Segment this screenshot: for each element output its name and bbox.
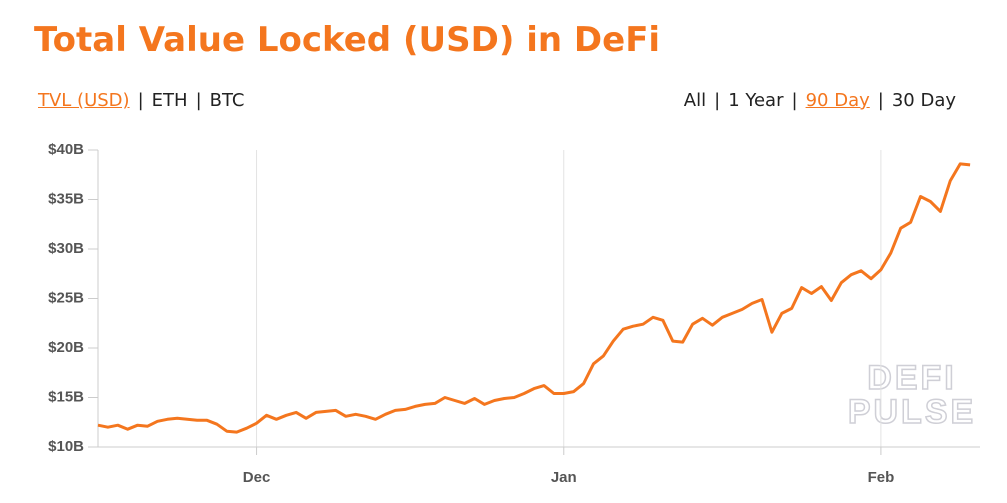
tab[interactable]: 1 Year <box>728 90 784 111</box>
tab[interactable]: All <box>683 90 707 111</box>
separator: | <box>791 90 798 111</box>
tab[interactable]: 30 Day <box>891 90 956 111</box>
separator: | <box>714 90 721 111</box>
page-title: Total Value Locked (USD) in DeFi <box>34 20 661 60</box>
x-tick-label: Feb <box>868 469 895 486</box>
separator: | <box>195 90 202 111</box>
metric-tabs: TVL (USD) | ETH | BTC <box>38 90 245 111</box>
tab[interactable]: ETH <box>151 90 188 111</box>
y-tick-label: $30B <box>48 240 84 257</box>
separator: | <box>137 90 144 111</box>
tab[interactable]: BTC <box>209 90 245 111</box>
y-tick-label: $15B <box>48 388 84 405</box>
y-tick-label: $35B <box>48 190 84 207</box>
x-tick-label: Dec <box>243 469 271 486</box>
separator: | <box>877 90 884 111</box>
range-tabs: All | 1 Year | 90 Day | 30 Day <box>684 90 956 111</box>
series-line <box>97 162 971 434</box>
tab[interactable]: 90 Day <box>805 90 870 111</box>
watermark: PULSE <box>848 393 976 431</box>
y-tick-label: $10B <box>48 438 84 455</box>
y-tick-label: $40B <box>48 141 84 158</box>
y-tick-label: $25B <box>48 289 84 306</box>
x-tick-label: Jan <box>551 469 577 486</box>
tab[interactable]: TVL (USD) <box>38 90 130 111</box>
y-tick-label: $20B <box>48 339 84 356</box>
